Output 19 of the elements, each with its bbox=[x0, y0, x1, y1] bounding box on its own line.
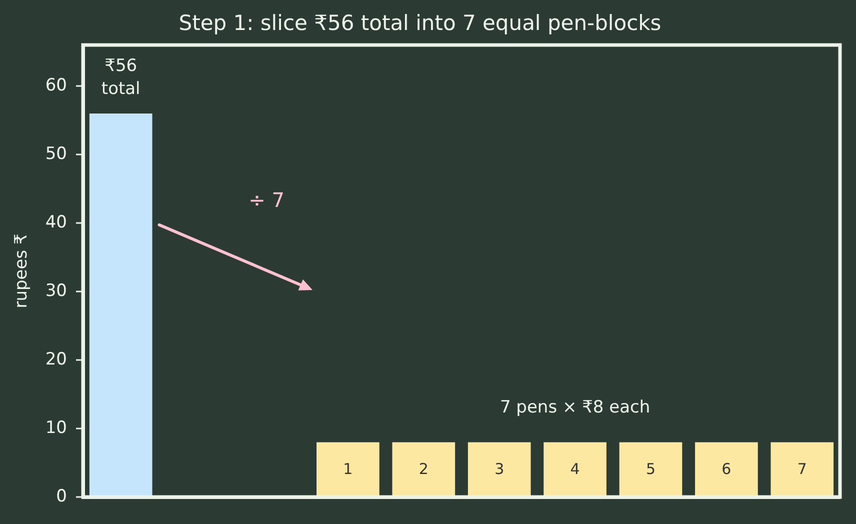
x-tick-label: 7 bbox=[797, 460, 807, 478]
y-tick-label: 20 bbox=[45, 349, 67, 370]
x-tick-label: 4 bbox=[570, 460, 580, 478]
y-tick-label: 40 bbox=[45, 212, 67, 232]
x-tick-label: 1 bbox=[343, 460, 353, 478]
x-tick-label: 2 bbox=[418, 460, 428, 478]
x-tick-label: 3 bbox=[494, 460, 504, 478]
data-label: ₹56 total bbox=[101, 56, 140, 99]
y-axis-title: rupees ₹ bbox=[12, 234, 32, 308]
x-tick-label: 5 bbox=[646, 460, 656, 478]
y-tick-label: 0 bbox=[56, 486, 67, 506]
y-tick-label: 30 bbox=[45, 280, 67, 301]
y-tick-label: 10 bbox=[45, 418, 67, 438]
x-tick-label: 6 bbox=[722, 460, 732, 478]
chart-title: Step 1: slice ₹56 total into 7 equal pen-blocks bbox=[178, 11, 662, 36]
y-tick-label: 50 bbox=[45, 144, 67, 164]
y-tick-label: 60 bbox=[45, 76, 67, 96]
annotation: ÷ 7 bbox=[248, 188, 284, 212]
annotation: 7 pens × ₹8 each bbox=[500, 398, 650, 418]
